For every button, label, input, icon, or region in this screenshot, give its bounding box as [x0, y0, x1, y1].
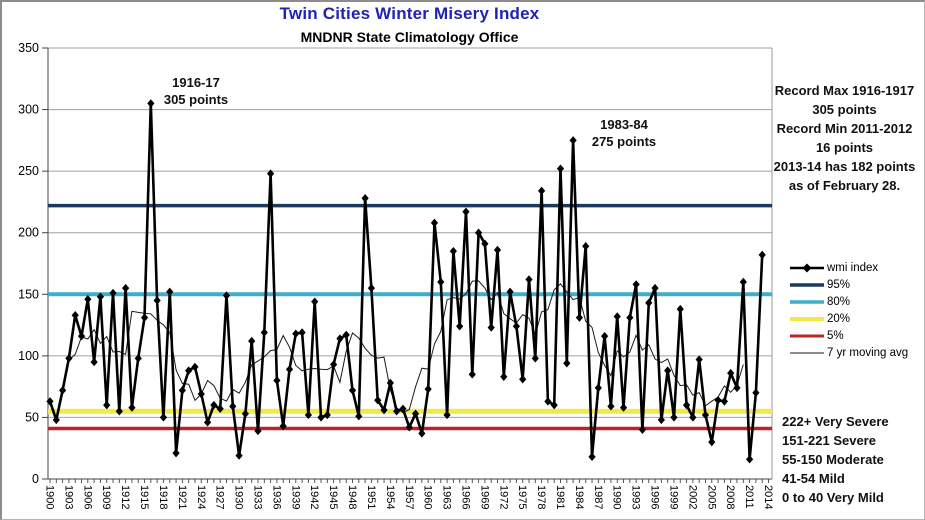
- svg-text:150: 150: [18, 287, 39, 301]
- svg-text:1993: 1993: [630, 485, 642, 509]
- severity-scale-box: 222+ Very Severe 151-221 Severe 55-150 M…: [782, 414, 889, 505]
- svg-text:1951: 1951: [365, 485, 377, 509]
- svg-text:1906: 1906: [81, 485, 93, 509]
- chart-title: Twin Cities Winter Misery Index: [279, 4, 540, 23]
- svg-text:350: 350: [18, 41, 39, 55]
- legend-item-20pct: 20%: [789, 310, 908, 327]
- svg-text:2014: 2014: [762, 485, 774, 509]
- svg-text:2011: 2011: [743, 485, 755, 509]
- svg-text:1909: 1909: [100, 485, 112, 509]
- svg-text:1903: 1903: [62, 485, 74, 509]
- annotation-1983-peak: 1983-84 275 points: [591, 117, 657, 149]
- svg-text:0: 0: [32, 472, 39, 486]
- svg-text:1933: 1933: [251, 485, 263, 509]
- svg-text:1975: 1975: [516, 485, 528, 509]
- chart-subtitle: MNDNR State Climatology Office: [300, 29, 519, 45]
- legend-sample-line: [790, 316, 824, 321]
- svg-text:2002: 2002: [686, 485, 698, 509]
- svg-text:1984: 1984: [573, 485, 585, 509]
- legend-sample-line: [790, 282, 824, 287]
- legend-sample-line: [790, 334, 824, 337]
- svg-text:1948: 1948: [346, 485, 358, 509]
- svg-text:1978: 1978: [535, 485, 547, 509]
- legend-sample-line: [790, 299, 824, 304]
- svg-text:1990: 1990: [611, 485, 623, 509]
- svg-text:1957: 1957: [403, 485, 415, 509]
- svg-text:1972: 1972: [497, 485, 509, 509]
- svg-text:200: 200: [18, 226, 39, 240]
- legend-sample-line: [790, 352, 824, 353]
- chart-legend: wmi index 95% 80% 20% 5% 7 yr moving avg: [789, 259, 908, 361]
- svg-text:1900: 1900: [44, 485, 56, 509]
- svg-text:1999: 1999: [667, 485, 679, 509]
- svg-text:1960: 1960: [422, 485, 434, 509]
- svg-text:1936: 1936: [270, 485, 282, 509]
- legend-item-wmi-index: wmi index: [789, 259, 908, 276]
- svg-text:1981: 1981: [554, 485, 566, 509]
- svg-text:300: 300: [18, 103, 39, 117]
- svg-text:1954: 1954: [384, 485, 396, 509]
- legend-item-80pct: 80%: [789, 293, 908, 310]
- svg-text:250: 250: [18, 164, 39, 178]
- svg-text:1942: 1942: [308, 485, 320, 509]
- svg-text:1966: 1966: [459, 485, 471, 509]
- svg-text:1963: 1963: [441, 485, 453, 509]
- svg-text:1939: 1939: [289, 485, 301, 509]
- svg-text:1921: 1921: [176, 485, 188, 509]
- svg-text:1924: 1924: [195, 485, 207, 509]
- svg-text:2008: 2008: [724, 485, 736, 509]
- svg-text:1918: 1918: [157, 485, 169, 509]
- svg-text:50: 50: [25, 410, 39, 424]
- legend-sample-line: [790, 263, 824, 272]
- svg-text:100: 100: [18, 349, 39, 363]
- svg-text:2005: 2005: [705, 485, 717, 509]
- svg-text:1969: 1969: [478, 485, 490, 509]
- svg-text:1987: 1987: [592, 485, 604, 509]
- svg-text:1930: 1930: [233, 485, 245, 509]
- legend-item-95pct: 95%: [789, 276, 908, 293]
- svg-text:1912: 1912: [119, 485, 131, 509]
- annotation-1916-peak: 1916-17 305 points: [163, 75, 229, 107]
- record-stats-box: Record Max 1916-1917 305 points Record M…: [773, 83, 916, 193]
- legend-item-5pct: 5%: [789, 327, 908, 344]
- legend-item-7yr-moving-avg: 7 yr moving avg: [789, 344, 908, 361]
- svg-text:1945: 1945: [327, 485, 339, 509]
- svg-text:1927: 1927: [214, 485, 226, 509]
- svg-text:1915: 1915: [138, 485, 150, 509]
- svg-text:1996: 1996: [649, 485, 661, 509]
